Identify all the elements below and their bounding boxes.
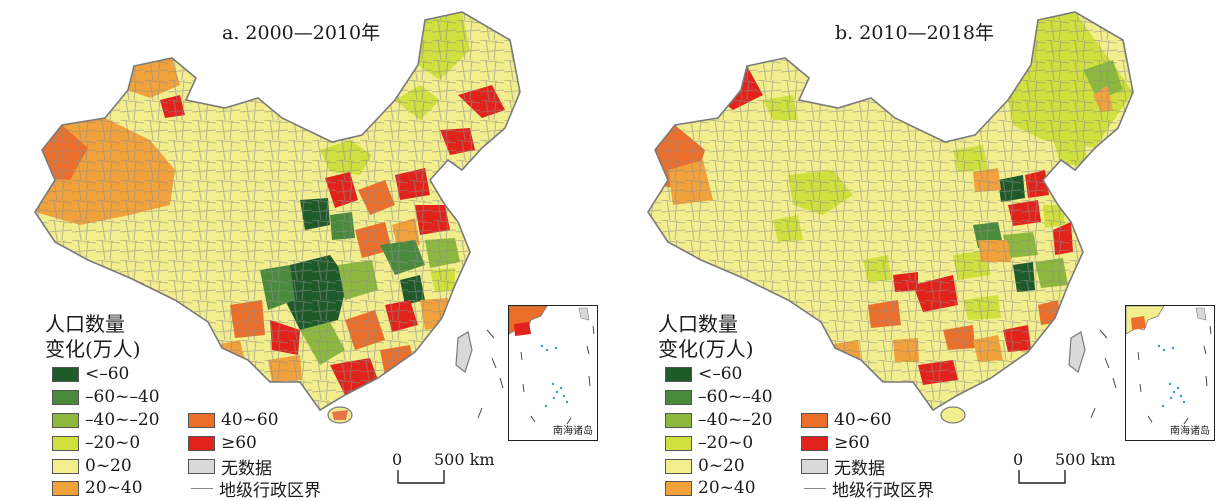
boundary-line-symbol	[804, 487, 826, 489]
legend-label: –20~0	[85, 433, 141, 453]
legend-title-line1: 人口数量	[658, 312, 738, 336]
legend-swatch	[52, 435, 79, 451]
legend-title-line2: 变化(万人)	[658, 337, 754, 361]
legend-item-lt-60: <–60	[665, 364, 742, 384]
legend-swatch	[52, 458, 79, 474]
south-china-sea-inset-b: 南海诸岛	[1125, 305, 1215, 441]
legend-label: ≥60	[221, 433, 257, 453]
scale-bar-line	[1018, 470, 1066, 484]
legend-swatch	[665, 412, 692, 428]
china-map-b	[647, 11, 1134, 424]
legend-item-20-0: –20~0	[665, 433, 753, 453]
legend-item-20-40: 20~40	[665, 478, 756, 498]
legend-item-boundary: 地级行政区界	[801, 478, 934, 501]
scale-bar-line	[397, 470, 445, 484]
legend-swatch	[665, 458, 692, 474]
legend-item-20-40: 20~40	[52, 478, 143, 498]
legend-swatch	[665, 389, 692, 405]
legend-item-no-data: 无数据	[188, 456, 272, 479]
inset-label: 南海诸岛	[553, 426, 593, 437]
inset-map	[509, 306, 595, 425]
legend-swatch	[52, 412, 79, 428]
legend-swatch	[801, 412, 828, 428]
legend-label: 地级行政区界	[832, 480, 934, 501]
legend-swatch	[801, 435, 828, 451]
legend-item-60-40: –60~–40	[665, 387, 773, 407]
legend-item-no-data: 无数据	[801, 456, 885, 479]
map-panel-a: a. 2000—2010年 人口数量 变化(万人) <–60 –60~–40 –…	[0, 0, 600, 501]
legend-swatch	[665, 366, 692, 382]
legend-label: 0~20	[698, 456, 745, 476]
legend-swatch	[52, 389, 79, 405]
map-panel-b: b. 2010—2018年 人口数量 变化(万人) <–60 –60~–40 –…	[613, 0, 1215, 501]
legend-label: –20~0	[698, 433, 754, 453]
legend-label: –60~–40	[85, 387, 160, 407]
legend-item-40-60: 40~60	[801, 410, 892, 430]
scale-zero-label: 0	[392, 450, 403, 469]
legend-item-40-20: –40~–20	[665, 410, 773, 430]
scale-distance-label: 500 km	[434, 450, 495, 469]
boundary-line-symbol	[191, 487, 213, 489]
legend-swatch	[188, 458, 215, 474]
legend-item-20-0: –20~0	[52, 433, 140, 453]
legend-item-ge-60: ≥60	[188, 433, 257, 453]
legend-swatch	[665, 480, 692, 496]
legend-label: –60~–40	[698, 387, 773, 407]
legend-item-0-20: 0~20	[52, 456, 132, 476]
scale-bar-a: 0 500 km	[392, 450, 512, 490]
legend-label: 无数据	[221, 458, 272, 479]
legend-item-boundary: 地级行政区界	[188, 478, 321, 501]
legend-a: 人口数量 变化(万人) <–60 –60~–40 –40~–20 –20~0 0…	[45, 312, 375, 501]
legend-swatch	[665, 435, 692, 451]
legend-item-40-60: 40~60	[188, 410, 279, 430]
legend-b: 人口数量 变化(万人) <–60 –60~–40 –40~–20 –20~0 0…	[658, 312, 988, 501]
legend-label: –40~–20	[85, 410, 160, 430]
legend-label: <–60	[698, 364, 743, 384]
legend-label: <–60	[85, 364, 130, 384]
china-map-a	[34, 11, 521, 424]
legend-label: –40~–20	[698, 410, 773, 430]
panel-title-a: a. 2000—2010年	[222, 22, 381, 44]
legend-swatch	[52, 480, 79, 496]
legend-swatch	[188, 412, 215, 428]
legend-item-ge-60: ≥60	[801, 433, 870, 453]
scale-zero-label: 0	[1013, 450, 1024, 469]
legend-item-lt-60: <–60	[52, 364, 129, 384]
panel-title-b: b. 2010—2018年	[835, 22, 994, 44]
legend-item-60-40: –60~–40	[52, 387, 160, 407]
legend-swatch	[188, 435, 215, 451]
legend-label: 40~60	[834, 410, 892, 430]
legend-title-line1: 人口数量	[45, 312, 125, 336]
legend-item-0-20: 0~20	[665, 456, 745, 476]
legend-title-line2: 变化(万人)	[45, 337, 141, 361]
scale-distance-label: 500 km	[1055, 450, 1116, 469]
legend-item-40-20: –40~–20	[52, 410, 160, 430]
legend-label: 无数据	[834, 458, 885, 479]
legend-label: ≥60	[834, 433, 870, 453]
legend-label: 40~60	[221, 410, 279, 430]
inset-label: 南海诸岛	[1170, 426, 1210, 437]
scale-bar-b: 0 500 km	[1013, 450, 1133, 490]
legend-swatch	[52, 366, 79, 382]
inset-map	[1126, 306, 1212, 425]
legend-label: 20~40	[85, 478, 143, 498]
legend-swatch	[801, 458, 828, 474]
legend-label: 0~20	[85, 456, 132, 476]
south-china-sea-inset-a: 南海诸岛	[508, 305, 598, 441]
legend-label: 地级行政区界	[219, 480, 321, 501]
legend-label: 20~40	[698, 478, 756, 498]
